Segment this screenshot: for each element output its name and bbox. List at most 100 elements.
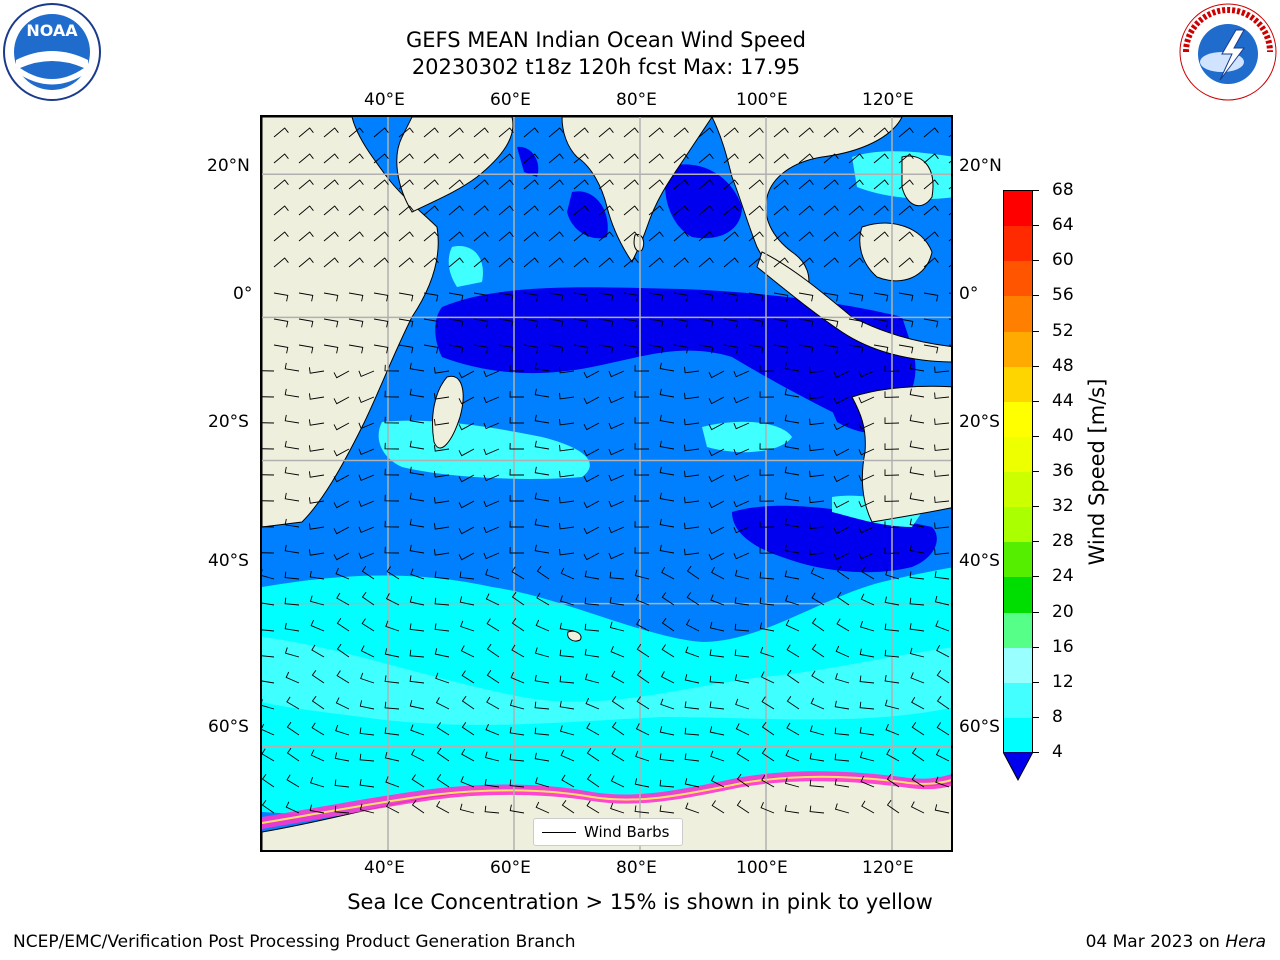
wind-barb bbox=[660, 698, 675, 710]
lon-tick-bottom-40e: 40°E bbox=[364, 858, 405, 878]
wind-barb bbox=[483, 370, 500, 378]
wind-barb bbox=[648, 231, 664, 242]
wind-barb bbox=[373, 292, 389, 302]
lat-tick-left-60s: 60°S bbox=[208, 717, 249, 737]
wind-barb bbox=[409, 596, 425, 606]
colorbar-tick bbox=[1033, 506, 1039, 508]
wind-barb bbox=[734, 597, 750, 606]
wind-barb bbox=[886, 799, 900, 814]
wind-barb bbox=[409, 649, 425, 658]
wind-barb bbox=[583, 552, 600, 561]
wind-barb bbox=[384, 727, 400, 736]
wind-barb bbox=[498, 153, 514, 164]
wind-barb bbox=[733, 448, 750, 456]
wind-barb bbox=[348, 127, 364, 138]
wind-barb bbox=[884, 469, 900, 476]
wind-barb bbox=[273, 231, 289, 242]
wind-barb bbox=[523, 179, 539, 190]
wind-barb bbox=[623, 127, 639, 138]
wind-barb bbox=[623, 153, 639, 164]
wind-barb bbox=[586, 800, 600, 814]
wind-barb bbox=[323, 292, 339, 302]
wind-barb bbox=[723, 257, 739, 268]
wind-barb bbox=[523, 344, 539, 354]
wind-barb bbox=[323, 205, 339, 216]
wind-barb bbox=[536, 566, 550, 580]
wind-barb bbox=[710, 566, 725, 580]
wind-barb bbox=[809, 522, 825, 530]
wind-barb bbox=[333, 526, 350, 535]
wind-barb bbox=[659, 466, 675, 476]
wind-barb bbox=[584, 570, 600, 580]
wind-barb bbox=[684, 727, 700, 736]
wind-barb bbox=[262, 474, 275, 476]
wind-barb bbox=[559, 522, 575, 530]
wind-barb bbox=[835, 673, 850, 684]
wind-barb bbox=[634, 417, 650, 424]
wind-barb bbox=[858, 552, 875, 560]
wind-barb bbox=[884, 495, 900, 502]
wind-barb bbox=[823, 257, 839, 268]
wind-barb bbox=[809, 548, 825, 556]
colorbar-segment bbox=[1004, 226, 1032, 262]
arabia-land bbox=[396, 117, 514, 213]
wind-barb bbox=[934, 522, 950, 529]
wind-barb bbox=[473, 257, 489, 268]
kerguelen-land bbox=[567, 630, 582, 642]
lon-tick-top-100e: 100°E bbox=[736, 90, 788, 110]
colorbar-segment bbox=[1004, 542, 1032, 578]
wind-barb bbox=[809, 779, 825, 788]
lat-tick-left-40s: 40°S bbox=[208, 551, 249, 571]
wind-barb bbox=[534, 647, 550, 658]
wind-barb bbox=[923, 205, 939, 216]
wind-barb bbox=[923, 179, 939, 190]
wind-barb bbox=[759, 365, 775, 372]
wind-barb bbox=[409, 623, 425, 632]
wind-barb bbox=[273, 257, 289, 268]
wind-barb bbox=[398, 231, 414, 242]
wind-barb bbox=[286, 774, 300, 788]
wind-barb bbox=[411, 799, 425, 814]
wind-barb bbox=[859, 751, 875, 762]
wind-barb bbox=[659, 805, 675, 814]
wind-barb bbox=[634, 569, 650, 580]
wind-barb bbox=[298, 205, 314, 216]
wind-barb bbox=[358, 474, 375, 481]
wind-barb bbox=[733, 396, 750, 404]
wind-barb bbox=[659, 492, 675, 502]
wind-barb bbox=[858, 474, 875, 482]
grid-lines bbox=[262, 117, 951, 850]
wind-barb bbox=[485, 568, 500, 580]
wind-barb bbox=[710, 775, 725, 788]
wind-barb bbox=[385, 593, 400, 606]
wind-barb bbox=[761, 721, 775, 736]
wind-barb bbox=[334, 805, 350, 814]
wind-barb bbox=[773, 153, 789, 164]
wind-barb bbox=[611, 748, 625, 762]
wind-barb bbox=[861, 800, 875, 814]
wind-barb bbox=[785, 619, 800, 632]
wind-barb bbox=[733, 526, 750, 534]
wind-barb bbox=[898, 153, 914, 164]
wind-barb bbox=[748, 179, 764, 190]
wind-barb bbox=[433, 367, 450, 374]
wind-barb bbox=[384, 648, 400, 658]
lon-tick-bottom-80e: 80°E bbox=[616, 858, 657, 878]
wind-barb bbox=[333, 422, 350, 431]
wind-barb bbox=[834, 700, 850, 710]
wind-barb bbox=[848, 292, 864, 302]
wind-barb bbox=[483, 526, 500, 534]
colorbar-title: Wind Speed [m/s] bbox=[1085, 378, 1109, 566]
wind-barb bbox=[423, 257, 439, 268]
wind-barb bbox=[335, 724, 350, 736]
wind-barb bbox=[598, 127, 614, 138]
wind-barb bbox=[298, 179, 314, 190]
wind-barb bbox=[608, 500, 625, 508]
wind-barb bbox=[348, 205, 364, 216]
wind-barb bbox=[748, 292, 764, 302]
wind-barb bbox=[460, 776, 475, 788]
wind-barb bbox=[409, 700, 425, 710]
wind-barb bbox=[784, 570, 800, 580]
wind-barb bbox=[708, 474, 725, 483]
colorbar-tick-label: 4 bbox=[1052, 742, 1063, 762]
